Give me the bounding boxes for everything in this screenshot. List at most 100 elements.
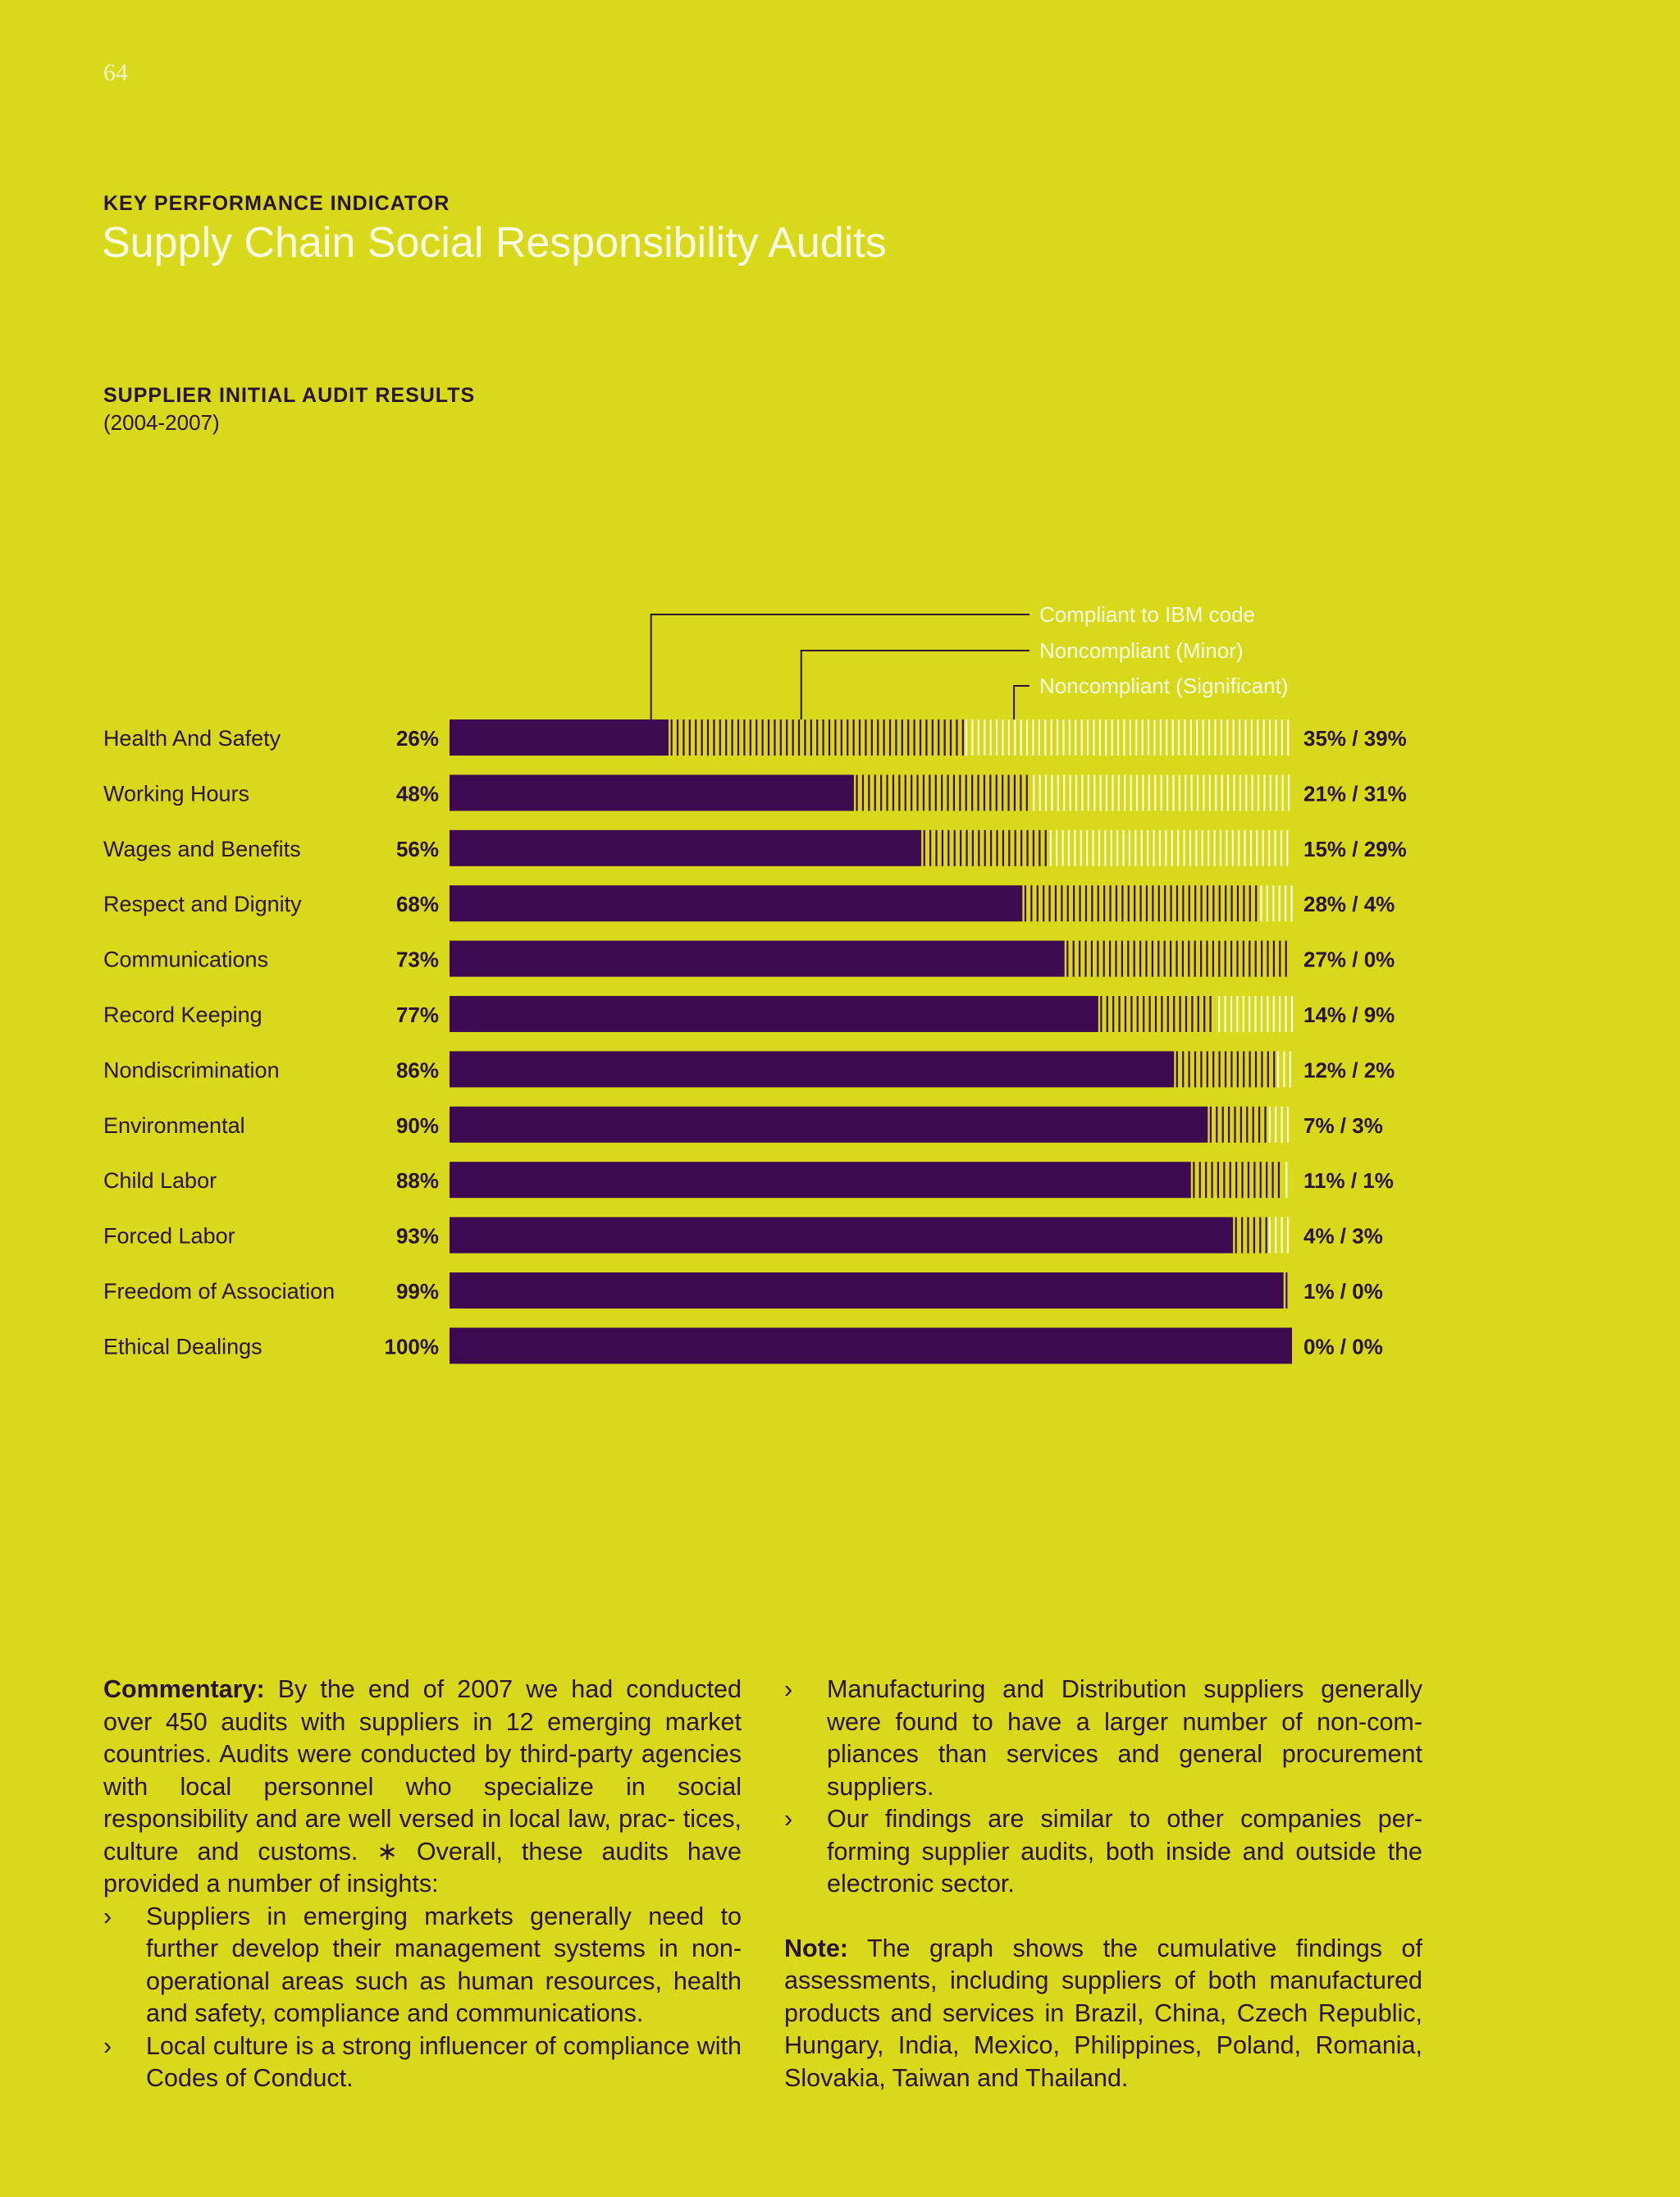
stripe <box>1002 719 1004 756</box>
stripe <box>1194 1051 1197 1088</box>
stripe <box>1254 940 1257 977</box>
stripe <box>676 719 679 756</box>
stripe <box>1098 719 1101 756</box>
stripe <box>1200 940 1203 977</box>
stripe <box>1135 774 1139 811</box>
bar-noncompliant-minor <box>1235 1217 1267 1254</box>
stripe <box>1032 829 1035 866</box>
stripe <box>1173 996 1176 1032</box>
stripe <box>923 829 925 866</box>
legend-noncompliant-minor: Noncompliant (Minor) <box>800 638 1244 719</box>
stripe <box>1062 719 1065 756</box>
noncompliant-values-label: 14% / 9% <box>1303 1003 1395 1027</box>
stripe <box>1157 885 1160 922</box>
stripe <box>1075 774 1078 811</box>
stripe <box>1109 885 1112 922</box>
commentary-lead: Commentary: <box>103 1675 265 1703</box>
stripe <box>1025 774 1028 811</box>
stripe <box>1224 1051 1227 1088</box>
stripe <box>1221 1106 1224 1143</box>
category-label: Child Labor <box>103 1168 217 1193</box>
stripe <box>779 719 782 756</box>
stripe <box>1090 940 1093 977</box>
category-label: Freedom of Association <box>103 1279 335 1304</box>
stripe <box>1260 996 1263 1032</box>
stripe <box>834 719 837 756</box>
stripe <box>1160 774 1162 811</box>
stripe <box>1171 719 1174 756</box>
stripe <box>1272 940 1276 977</box>
stripe <box>1147 719 1150 756</box>
stripe <box>1255 885 1258 922</box>
stripe <box>1141 719 1144 756</box>
list-item-text: Manufacturing and Distribution suppliers… <box>827 1675 1422 1801</box>
stripe <box>1193 1162 1195 1199</box>
stripe <box>1214 719 1217 756</box>
stripe <box>1230 996 1233 1032</box>
stripe <box>1195 829 1198 866</box>
stripe <box>1259 1162 1262 1199</box>
bar-row: Nondiscrimination 86% 12% / 2% <box>103 1051 1395 1088</box>
category-label: Ethical Dealings <box>103 1334 262 1359</box>
stripe <box>1209 1106 1212 1143</box>
stripe <box>852 719 855 756</box>
stripe <box>1151 940 1154 977</box>
bar-noncompliant-significant <box>1268 1217 1290 1254</box>
stripe <box>1272 996 1275 1032</box>
bar-noncompliant-significant <box>1285 1162 1288 1199</box>
stripe <box>1148 996 1151 1032</box>
stripe <box>1218 885 1221 922</box>
stripe <box>1283 1051 1285 1088</box>
stripe <box>1097 885 1099 922</box>
stripe <box>1202 719 1204 756</box>
stripe <box>919 719 922 756</box>
stripe <box>1179 996 1181 1032</box>
stripe <box>1127 885 1130 922</box>
stripe <box>1268 1217 1271 1254</box>
bar-row: Health And Safety 26% 35% / 39% <box>103 719 1407 756</box>
stripe <box>1212 1051 1215 1088</box>
stripe <box>1038 719 1040 756</box>
stripe <box>1194 940 1196 977</box>
bar-compliant <box>450 1217 1234 1254</box>
stripe <box>682 719 685 756</box>
stripe <box>1166 719 1168 756</box>
category-label: Environmental <box>103 1113 245 1138</box>
legend-leader-line <box>650 614 1029 719</box>
list-item: › Our findings are similar to other compa… <box>784 1803 1422 1901</box>
stripe <box>695 719 697 756</box>
stripe <box>1189 719 1192 756</box>
list-item-text: Suppliers in emerging markets generally … <box>146 1902 742 2028</box>
stripe <box>1063 774 1066 811</box>
stripe <box>1253 1162 1256 1199</box>
stripe <box>1020 719 1022 756</box>
stripe <box>828 719 831 756</box>
stripe <box>1215 774 1217 811</box>
stripe <box>1092 829 1094 866</box>
compliant-value-label: 93% <box>396 1224 439 1249</box>
stripe <box>1221 774 1223 811</box>
stripe <box>1105 719 1107 756</box>
stripe <box>1263 774 1266 811</box>
stripe <box>1236 996 1239 1032</box>
stripe <box>1110 829 1112 866</box>
stripe <box>1259 1217 1262 1254</box>
stripe <box>1285 1162 1288 1199</box>
stripe <box>960 829 962 866</box>
stripe <box>1228 1106 1230 1143</box>
note-lead: Note: <box>784 1934 848 1962</box>
stripe <box>1197 996 1199 1032</box>
compliant-value-label: 77% <box>396 1003 439 1027</box>
bar-noncompliant-significant <box>1049 829 1289 866</box>
stripe <box>929 774 931 811</box>
stripe <box>1039 829 1041 866</box>
stripe <box>1268 1106 1271 1143</box>
category-label: Wages and Benefits <box>103 837 301 861</box>
stripe <box>1290 885 1293 922</box>
stripe <box>1098 829 1101 866</box>
stripe <box>1209 996 1212 1032</box>
stripe <box>1056 719 1059 756</box>
stripe <box>1267 940 1269 977</box>
stripe <box>1020 774 1022 811</box>
stripe <box>1061 885 1063 922</box>
